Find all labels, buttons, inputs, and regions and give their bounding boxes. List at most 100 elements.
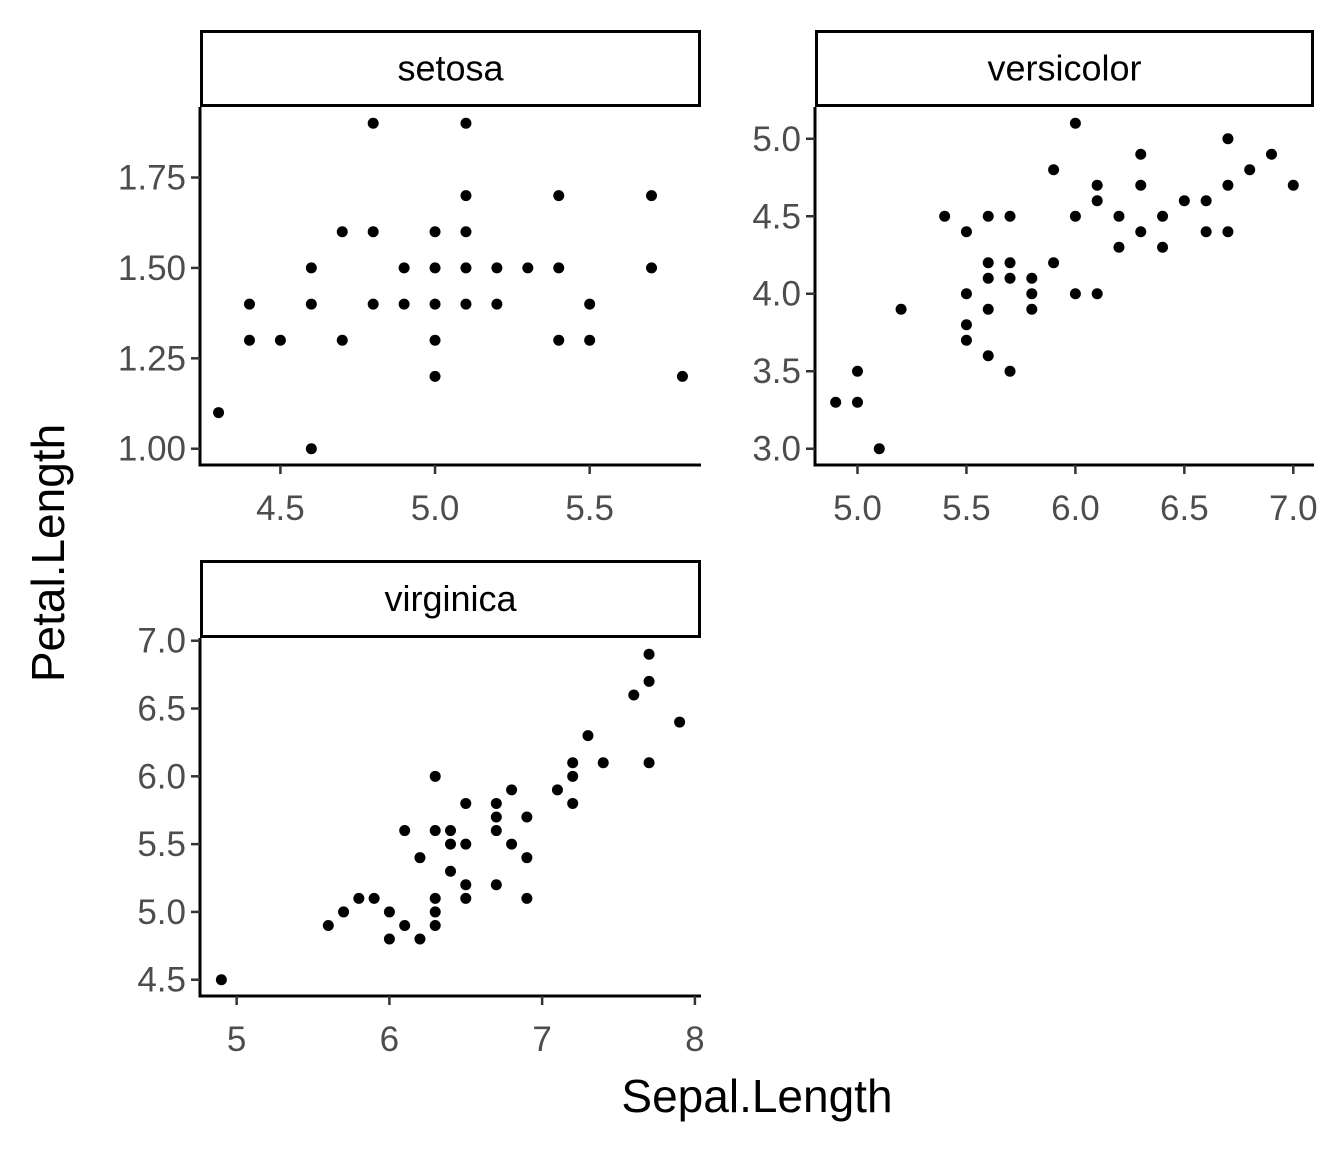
data-point <box>429 370 441 382</box>
data-point <box>1135 226 1147 238</box>
data-point <box>460 892 472 904</box>
x-tick-label: 6 <box>380 1020 399 1059</box>
data-point <box>873 443 885 455</box>
data-point <box>1069 288 1081 300</box>
data-point <box>584 298 596 310</box>
y-axis-title: Petal.Length <box>22 424 74 682</box>
data-point <box>429 334 441 346</box>
data-point <box>895 303 907 315</box>
data-point <box>213 407 225 419</box>
data-point <box>553 334 565 346</box>
data-point <box>367 226 379 238</box>
data-point <box>1026 303 1038 315</box>
data-point <box>1026 288 1038 300</box>
data-point <box>1069 117 1081 129</box>
data-point <box>1222 226 1234 238</box>
data-point <box>1048 164 1060 176</box>
data-point <box>1004 365 1016 377</box>
data-point <box>643 757 655 769</box>
y-tick-label: 5.0 <box>137 893 186 932</box>
y-tick-label: 1.75 <box>118 159 186 198</box>
data-point <box>399 919 411 931</box>
data-point <box>982 210 994 222</box>
x-tick-label: 4.5 <box>256 489 305 528</box>
data-point <box>506 784 518 796</box>
data-point <box>215 974 227 986</box>
data-point <box>1113 210 1125 222</box>
data-point <box>490 879 502 891</box>
facet-strip <box>200 560 701 638</box>
x-axis-title: Sepal.Length <box>621 1070 892 1122</box>
data-point <box>368 892 380 904</box>
y-tick-label: 5.0 <box>752 120 801 159</box>
data-point <box>939 210 951 222</box>
x-tick-label: 5.5 <box>942 489 991 528</box>
data-point <box>429 906 441 918</box>
data-point <box>982 272 994 284</box>
data-point <box>305 262 317 274</box>
data-point <box>336 226 348 238</box>
data-point <box>429 825 441 837</box>
data-point <box>597 757 609 769</box>
data-point <box>1287 179 1299 191</box>
data-point <box>982 350 994 362</box>
data-point <box>429 226 441 238</box>
data-point <box>460 838 472 850</box>
data-point <box>460 879 472 891</box>
data-point <box>367 117 379 129</box>
data-point <box>460 226 472 238</box>
data-point <box>982 257 994 269</box>
facet-panel-versicolor: versicolor 5.0 5.5 6.0 6.5 7.0 3.0 3.5 4.0 4.5 5.0 <box>752 30 1318 528</box>
data-point <box>383 906 395 918</box>
data-point <box>445 825 456 837</box>
data-point <box>1135 179 1147 191</box>
data-point <box>429 770 441 782</box>
data-point <box>491 298 503 310</box>
data-point <box>1135 148 1147 160</box>
data-point <box>851 396 863 408</box>
data-point <box>676 370 688 382</box>
data-point <box>305 298 317 310</box>
data-point <box>1091 288 1103 300</box>
x-tick-label: 6.0 <box>1051 489 1100 528</box>
data-point <box>1004 257 1016 269</box>
data-point <box>553 262 565 274</box>
data-point <box>460 190 472 202</box>
facet-strip-label: virginica <box>384 578 517 619</box>
data-point <box>398 298 410 310</box>
data-point <box>338 906 350 918</box>
data-point <box>582 730 594 742</box>
data-point <box>506 838 518 850</box>
data-point <box>960 319 972 331</box>
data-point <box>1157 241 1169 253</box>
data-point <box>1091 179 1103 191</box>
data-point <box>414 933 426 945</box>
data-point <box>429 298 441 310</box>
data-point <box>445 838 456 850</box>
facet-strip <box>815 30 1314 107</box>
data-point <box>674 716 686 728</box>
facet-strip-label: versicolor <box>987 48 1141 89</box>
facet-panel-setosa: setosa 4.5 5.0 5.5 1.00 1.25 1.50 1.75 <box>118 30 701 528</box>
data-point <box>646 262 658 274</box>
data-point <box>584 334 596 346</box>
data-point <box>1222 179 1234 191</box>
data-point <box>460 797 472 809</box>
data-point <box>960 226 972 238</box>
y-tick-label: 7.0 <box>137 622 186 661</box>
data-point <box>398 262 410 274</box>
data-point <box>1178 195 1190 207</box>
data-point <box>445 865 456 877</box>
data-point <box>353 892 365 904</box>
data-point <box>274 334 286 346</box>
data-point <box>553 190 565 202</box>
data-point <box>429 262 441 274</box>
data-point <box>830 396 842 408</box>
x-tick-label: 5 <box>227 1020 246 1059</box>
data-point <box>1200 195 1212 207</box>
data-point <box>1266 148 1278 160</box>
data-point <box>521 811 533 823</box>
data-point <box>551 784 563 796</box>
data-point <box>367 298 379 310</box>
